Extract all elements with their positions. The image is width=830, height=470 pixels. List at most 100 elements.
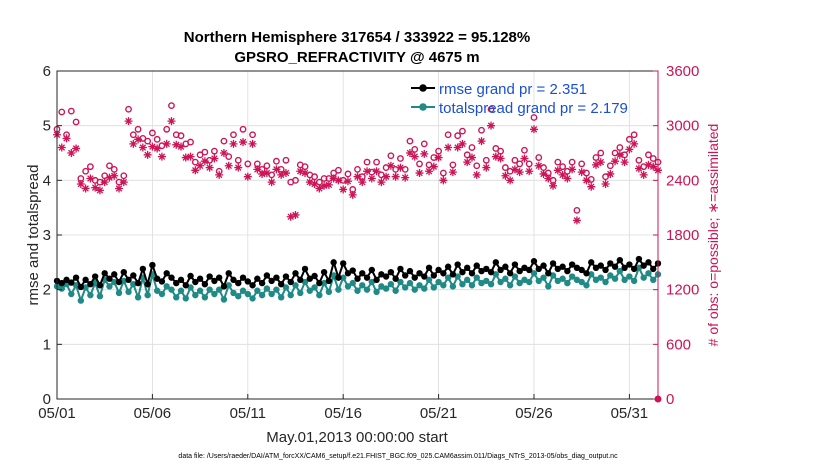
rmse-point-76 (416, 270, 423, 277)
obs-assimilated-point-56 (320, 181, 329, 190)
obs-assimilated-point-64 (358, 178, 367, 187)
obs-assimilated-point-96 (510, 165, 519, 174)
obs-possible-point-33 (211, 147, 218, 155)
rmse-point-8 (91, 273, 99, 280)
obs-assimilated-point-92 (491, 152, 500, 161)
obs-assimilated-point-10 (100, 178, 109, 187)
rmse-point-24 (168, 274, 175, 281)
obs-assimilated-point-20 (148, 142, 157, 151)
rmse-point-21 (153, 275, 161, 282)
obs-assimilated-point-77 (420, 149, 429, 158)
obs-assimilated-point-47 (277, 170, 286, 179)
rmse-point-32 (206, 273, 213, 280)
x-axis-label: May.01,2013 00:00:00 start (266, 429, 448, 446)
obs-assimilated-point-4 (72, 144, 81, 153)
chart-title: Northern Hemisphere 317654 / 333922 = 95… (184, 29, 530, 46)
rmse-point-48 (282, 273, 290, 280)
totalspread-point-97 (516, 279, 523, 287)
totalspread-point-51 (297, 289, 304, 297)
totalspread-point-105 (554, 277, 562, 285)
obs-possible-point-105 (554, 158, 562, 166)
totalspread-point-22 (158, 290, 166, 298)
rmse-point-103 (545, 270, 552, 277)
rmse-point-68 (378, 271, 385, 278)
rmse-point-113 (592, 264, 600, 271)
obs-possible-point-124 (645, 151, 652, 159)
totalspread-point-1 (58, 285, 65, 292)
obs-assimilated-point-83 (448, 168, 457, 177)
totalspread-point-96 (511, 273, 519, 280)
rmse-point-123 (640, 262, 647, 269)
totalspread-point-98 (521, 276, 528, 284)
obs-possible-point-115 (602, 173, 609, 181)
rmse-point-28 (187, 272, 194, 280)
totalspread-point-55 (316, 291, 323, 299)
rmse-point-5 (77, 283, 85, 291)
rmse-point-70 (387, 268, 395, 276)
obs-possible-point-40 (244, 160, 252, 168)
totalspread-point-102 (540, 274, 547, 281)
totalspread-point-121 (630, 277, 638, 285)
totalspread-point-38 (235, 293, 242, 300)
data-file-footnote: data file: /Users/raeder/DAI/ATM_forcXX/… (178, 453, 618, 460)
obs-possible-point-38 (234, 156, 242, 164)
x-tick-label-0: 05/01 (38, 405, 76, 422)
obs-assimilated-point-121 (630, 139, 639, 148)
rmse-point-94 (502, 263, 509, 270)
obs-possible-point-66 (368, 168, 376, 176)
totalspread-point-79 (430, 284, 438, 291)
obs-assimilated-point-103 (544, 174, 553, 183)
obs-assimilated-point-30 (196, 161, 205, 170)
rmse-point-38 (235, 279, 242, 287)
obs-assimilated-point-28 (186, 152, 195, 161)
rmse-point-27 (182, 282, 189, 289)
totalspread-point-44 (263, 285, 271, 292)
rmse-point-74 (406, 267, 414, 275)
obs-assimilated-point-12 (110, 171, 119, 180)
right-tick-label-5: 3000 (666, 118, 699, 135)
totalspread-point-42 (254, 287, 261, 294)
obs-possible-point-116 (606, 162, 614, 170)
legend-label-totalspread: totalspread grand pr = 2.179 (439, 100, 628, 117)
totalspread-point-17 (134, 294, 142, 301)
totalspread-point-71 (392, 287, 399, 294)
obs-possible-point-81 (439, 169, 447, 177)
rmse-point-105 (554, 265, 562, 273)
rmse-point-104 (549, 260, 557, 267)
totalspread-point-7 (87, 291, 94, 299)
rmse-point-125 (650, 265, 657, 273)
obs-assimilated-point-41 (248, 139, 257, 148)
obs-possible-point-106 (559, 163, 567, 171)
obs-possible-point-101 (535, 154, 543, 161)
rmse-point-108 (568, 261, 576, 268)
rmse-point-109 (573, 264, 581, 271)
obs-possible-point-93 (497, 147, 504, 155)
obs-assimilated-point-110 (577, 168, 586, 177)
rmse-point-50 (292, 270, 299, 277)
totalspread-point-63 (354, 287, 361, 294)
totalspread-point-72 (397, 278, 404, 286)
obs-possible-point-114 (597, 149, 605, 157)
rmse-point-46 (273, 274, 280, 281)
rmse-point-124 (645, 259, 652, 266)
rmse-point-87 (468, 270, 476, 277)
totalspread-point-19 (144, 291, 151, 299)
obs-assimilated-point-123 (639, 170, 648, 179)
obs-possible-point-112 (587, 176, 595, 183)
rmse-point-16 (130, 272, 137, 279)
rmse-point-7 (87, 281, 94, 288)
obs-assimilated-point-36 (224, 161, 233, 170)
obs-assimilated-point-124 (644, 160, 653, 169)
totalspread-point-56 (320, 279, 328, 287)
obs-possible-point-125 (649, 155, 657, 162)
rmse-point-106 (559, 263, 566, 270)
obs-assimilated-point-49 (286, 212, 295, 221)
rmse-point-62 (349, 267, 356, 274)
totalspread-point-67 (373, 288, 380, 296)
rmse-point-111 (583, 270, 590, 277)
obs-assimilated-point-69 (382, 172, 391, 181)
obs-assimilated-point-85 (458, 139, 467, 148)
totalspread-point-84 (454, 273, 461, 280)
totalspread-point-49 (287, 291, 294, 299)
obs-assimilated-point-52 (301, 169, 310, 178)
